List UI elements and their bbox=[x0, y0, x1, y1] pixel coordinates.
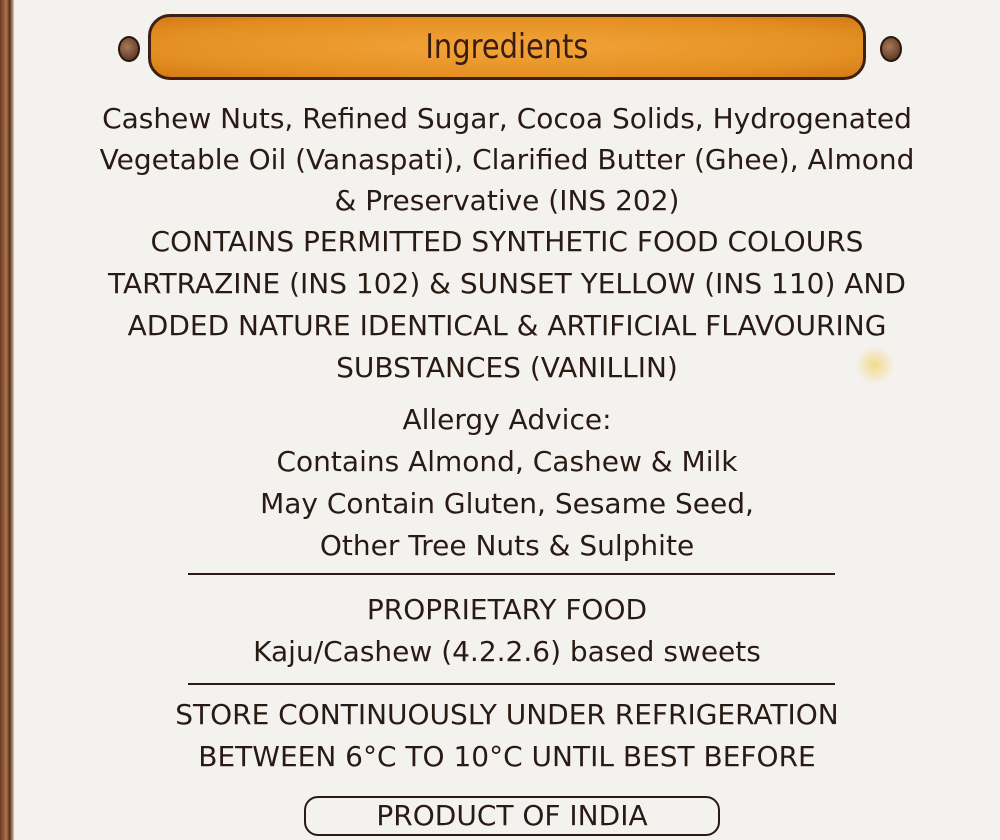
banner-ornament-left bbox=[118, 36, 140, 62]
origin-badge: PRODUCT OF INDIA bbox=[304, 796, 720, 836]
allergy-line: Other Tree Nuts & Sulphite bbox=[319, 529, 695, 562]
colours-line: CONTAINS PERMITTED SYNTHETIC FOOD COLOUR… bbox=[150, 225, 864, 258]
flavour-line: SUBSTANCES (VANILLIN) bbox=[336, 351, 678, 384]
ingredients-line: & Preservative (INS 202) bbox=[334, 184, 680, 217]
allergy-line: Contains Almond, Cashew & Milk bbox=[276, 445, 738, 478]
divider bbox=[188, 573, 835, 575]
ingredients-line: Cashew Nuts, Refined Sugar, Cocoa Solids… bbox=[102, 102, 912, 135]
food-type-heading: PROPRIETARY FOOD bbox=[366, 593, 648, 626]
colours-line: TARTRAZINE (INS 102) & SUNSET YELLOW (IN… bbox=[108, 267, 906, 300]
food-type-line: Kaju/Cashew (4.2.2.6) based sweets bbox=[253, 635, 761, 668]
stain bbox=[855, 345, 895, 385]
flavour-line: ADDED NATURE IDENTICAL & ARTIFICIAL FLAV… bbox=[127, 309, 887, 342]
allergy-line: May Contain Gluten, Sesame Seed, bbox=[260, 487, 754, 520]
ingredients-banner: Ingredients bbox=[148, 14, 866, 80]
divider bbox=[188, 683, 835, 685]
banner-title: Ingredients bbox=[425, 27, 589, 67]
package-edge bbox=[0, 0, 14, 840]
storage-line: STORE CONTINUOUSLY UNDER REFRIGERATION bbox=[175, 698, 839, 731]
banner-ornament-right bbox=[880, 36, 902, 62]
storage-line: BETWEEN 6°C TO 10°C UNTIL BEST BEFORE bbox=[198, 740, 816, 773]
allergy-heading: Allergy Advice: bbox=[402, 403, 612, 436]
ingredients-line: Vegetable Oil (Vanaspati), Clarified But… bbox=[99, 143, 915, 176]
